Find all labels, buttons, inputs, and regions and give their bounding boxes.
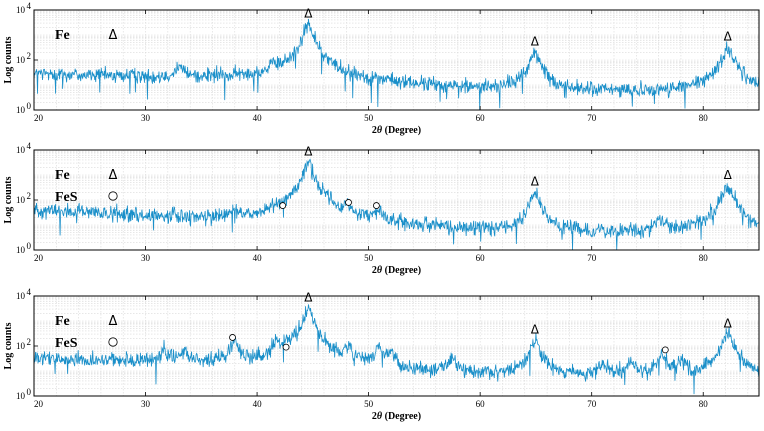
x-axis-label-theta: θ bbox=[377, 411, 383, 422]
x-tick-label: 80 bbox=[699, 113, 709, 123]
y-axis-label: Log counts bbox=[3, 36, 14, 83]
legend-label-fe: Fe bbox=[55, 314, 70, 329]
x-tick-label: 20 bbox=[34, 113, 44, 123]
x-axis-label: 2θ (Degree) bbox=[372, 265, 421, 276]
y-tick-exponent: 2 bbox=[27, 191, 32, 201]
x-axis-label-prefix: 2 bbox=[372, 265, 377, 276]
peak-marker-fes bbox=[282, 343, 290, 351]
x-tick-label: 80 bbox=[699, 399, 709, 409]
x-tick-label: 20 bbox=[34, 253, 44, 263]
y-tick-label: 10 bbox=[16, 291, 26, 301]
peak-marker-fe: Δ bbox=[724, 30, 733, 44]
x-tick-label: 60 bbox=[476, 113, 486, 123]
y-tick-exponent: 4 bbox=[27, 1, 32, 11]
peak-marker-fe: Δ bbox=[531, 175, 540, 189]
y-tick-exponent: 0 bbox=[27, 241, 32, 251]
y-tick-exponent: 4 bbox=[27, 141, 32, 151]
x-tick-label: 50 bbox=[364, 399, 374, 409]
peak-marker-fe: Δ bbox=[304, 291, 313, 305]
legend-delta-icon: Δ bbox=[109, 28, 118, 43]
legend-label-fes: FeS bbox=[55, 190, 78, 205]
x-tick-label: 40 bbox=[253, 113, 263, 123]
peak-marker-fe: Δ bbox=[724, 168, 733, 182]
grid-lines bbox=[33, 150, 759, 250]
x-tick-label: 70 bbox=[587, 113, 597, 123]
x-axis-label-suffix: (Degree) bbox=[382, 265, 421, 276]
peak-marker-fe: Δ bbox=[304, 145, 313, 159]
x-tick-label: 60 bbox=[476, 399, 486, 409]
legend-label-fe: Fe bbox=[55, 168, 70, 183]
x-tick-label: 20 bbox=[34, 399, 44, 409]
peak-marker-fes bbox=[661, 346, 669, 354]
y-tick-label: 10 bbox=[16, 245, 26, 255]
x-tick-label: 80 bbox=[699, 253, 709, 263]
y-axis-label: Log counts bbox=[3, 176, 14, 223]
x-tick-label: 60 bbox=[476, 253, 486, 263]
x-axis-label-suffix: (Degree) bbox=[382, 411, 421, 422]
y-tick-label: 10 bbox=[16, 341, 26, 351]
x-tick-label: 70 bbox=[587, 253, 597, 263]
peak-marker-fe: Δ bbox=[304, 7, 313, 21]
y-tick-exponent: 2 bbox=[27, 337, 32, 347]
y-tick-label: 10 bbox=[16, 195, 26, 205]
y-tick-label: 10 bbox=[16, 55, 26, 65]
grid-lines bbox=[33, 296, 759, 396]
x-axis-label-suffix: (Degree) bbox=[382, 125, 421, 136]
y-axis-label: Log counts bbox=[3, 322, 14, 369]
x-tick-label: 50 bbox=[364, 253, 374, 263]
y-tick-exponent: 0 bbox=[27, 101, 32, 111]
x-tick-label: 40 bbox=[253, 399, 263, 409]
data-series-line bbox=[33, 158, 760, 251]
x-axis-label-theta: θ bbox=[377, 265, 383, 276]
peak-marker-fes bbox=[279, 202, 287, 209]
x-axis-label-prefix: 2 bbox=[372, 411, 377, 422]
x-axis-label-prefix: 2 bbox=[372, 125, 377, 136]
x-tick-label: 40 bbox=[253, 253, 263, 263]
x-axis-label: 2θ (Degree) bbox=[372, 411, 421, 422]
peak-marker-fes bbox=[345, 199, 352, 206]
peak-marker-fe: Δ bbox=[531, 322, 540, 336]
peak-marker-fes bbox=[229, 334, 236, 341]
legend-delta-icon: Δ bbox=[109, 168, 118, 183]
data-series-line bbox=[33, 18, 760, 111]
x-axis-label: 2θ (Degree) bbox=[372, 125, 421, 136]
peak-marker-fes bbox=[373, 202, 380, 209]
legend-circle-icon bbox=[108, 191, 118, 201]
peak-marker-fe: Δ bbox=[724, 316, 733, 330]
x-tick-label: 70 bbox=[587, 399, 597, 409]
legend-label-fes: FeS bbox=[55, 336, 78, 351]
legend-circle-icon bbox=[108, 337, 118, 347]
y-tick-label: 10 bbox=[16, 5, 26, 15]
y-tick-label: 10 bbox=[16, 105, 26, 115]
y-tick-exponent: 4 bbox=[27, 287, 32, 297]
y-tick-label: 10 bbox=[16, 391, 26, 401]
x-tick-label: 30 bbox=[141, 113, 151, 123]
x-axis-label-theta: θ bbox=[377, 125, 383, 136]
data-series-line bbox=[33, 304, 760, 395]
peak-marker-fe: Δ bbox=[531, 35, 540, 49]
grid-lines bbox=[33, 10, 759, 110]
legend-delta-icon: Δ bbox=[109, 314, 118, 329]
y-tick-exponent: 2 bbox=[27, 51, 32, 61]
y-tick-exponent: 0 bbox=[27, 387, 32, 397]
legend-label-fe: Fe bbox=[55, 28, 70, 43]
x-tick-label: 30 bbox=[141, 399, 151, 409]
y-tick-label: 10 bbox=[16, 145, 26, 155]
x-tick-label: 30 bbox=[141, 253, 151, 263]
x-tick-label: 50 bbox=[364, 113, 374, 123]
